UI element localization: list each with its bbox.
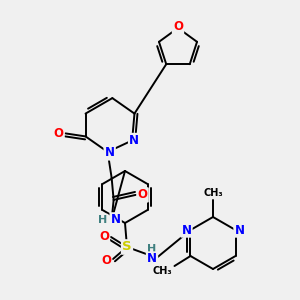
- Text: CH₃: CH₃: [203, 188, 223, 198]
- Text: N: N: [111, 213, 121, 226]
- Text: N: N: [235, 224, 244, 236]
- Text: H: H: [98, 215, 107, 225]
- Text: N: N: [129, 134, 139, 147]
- Text: O: O: [99, 230, 109, 242]
- Text: N: N: [147, 253, 157, 266]
- Text: O: O: [101, 254, 111, 266]
- Text: O: O: [173, 20, 183, 34]
- Text: CH₃: CH₃: [153, 266, 172, 276]
- Text: O: O: [138, 188, 148, 201]
- Text: H: H: [147, 244, 157, 254]
- Text: S: S: [122, 241, 132, 254]
- Text: N: N: [182, 224, 191, 236]
- Text: N: N: [105, 146, 115, 159]
- Text: O: O: [53, 127, 64, 140]
